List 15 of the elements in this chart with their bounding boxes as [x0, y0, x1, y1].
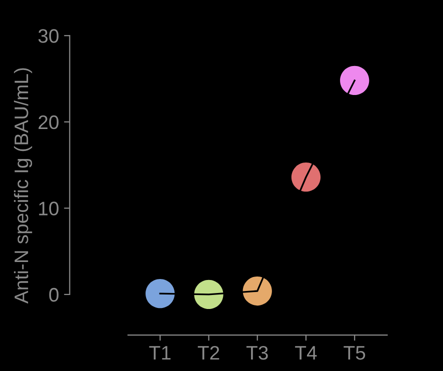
x-tick-label: T4 — [295, 346, 317, 360]
point — [194, 280, 224, 310]
point — [242, 276, 272, 306]
point — [340, 66, 370, 96]
y-axis-title: Anti-N specific Ig (BAU/mL) — [14, 68, 32, 304]
x-tick-label: T5 — [344, 346, 366, 360]
x-tick-label: T2 — [198, 346, 220, 360]
y-tick-label: 10 — [39, 202, 59, 216]
y-tick-label: 30 — [38, 29, 59, 43]
y-tick-label: 20 — [38, 115, 59, 130]
point — [291, 162, 321, 192]
y-tick-label: 0 — [49, 288, 59, 302]
x-tick-label: T1 — [149, 346, 171, 360]
x-tick-label: T3 — [246, 346, 268, 360]
point — [146, 279, 175, 308]
